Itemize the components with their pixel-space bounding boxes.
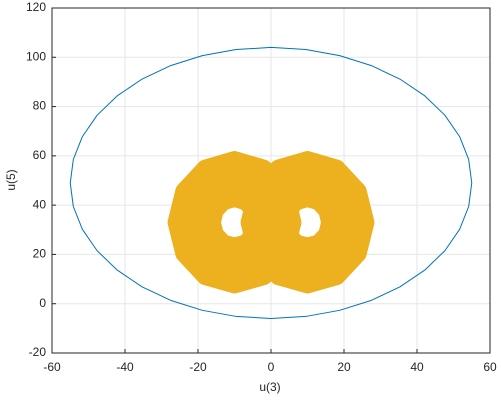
x-tick-label: 20 xyxy=(337,360,351,374)
y-tick-label: -20 xyxy=(29,345,47,359)
x-axis-label: u(3) xyxy=(259,380,280,394)
x-tick-label: -40 xyxy=(116,360,134,374)
x-tick-label: 0 xyxy=(268,360,275,374)
y-tick-label: 60 xyxy=(33,148,47,162)
data-line xyxy=(69,46,473,319)
x-tick-label: 40 xyxy=(410,360,424,374)
x-tick-label: -60 xyxy=(43,360,61,374)
y-tick-label: 40 xyxy=(33,197,47,211)
y-tick-label: 80 xyxy=(33,99,47,113)
x-tick-label: 60 xyxy=(483,360,497,374)
y-tick-label: 0 xyxy=(39,296,46,310)
y-tick-label: 20 xyxy=(33,247,47,261)
data-line xyxy=(167,151,375,294)
plot-area xyxy=(69,46,473,319)
x-tick-label: -20 xyxy=(189,360,207,374)
y-axis-label: u(5) xyxy=(4,169,18,190)
y-tick-label: 100 xyxy=(26,49,46,63)
y-tick-label: 120 xyxy=(26,0,46,14)
ticks: -60 -40 -20 0 20 40 60 -20 0 20 40 60 80 100 120 xyxy=(26,0,497,374)
